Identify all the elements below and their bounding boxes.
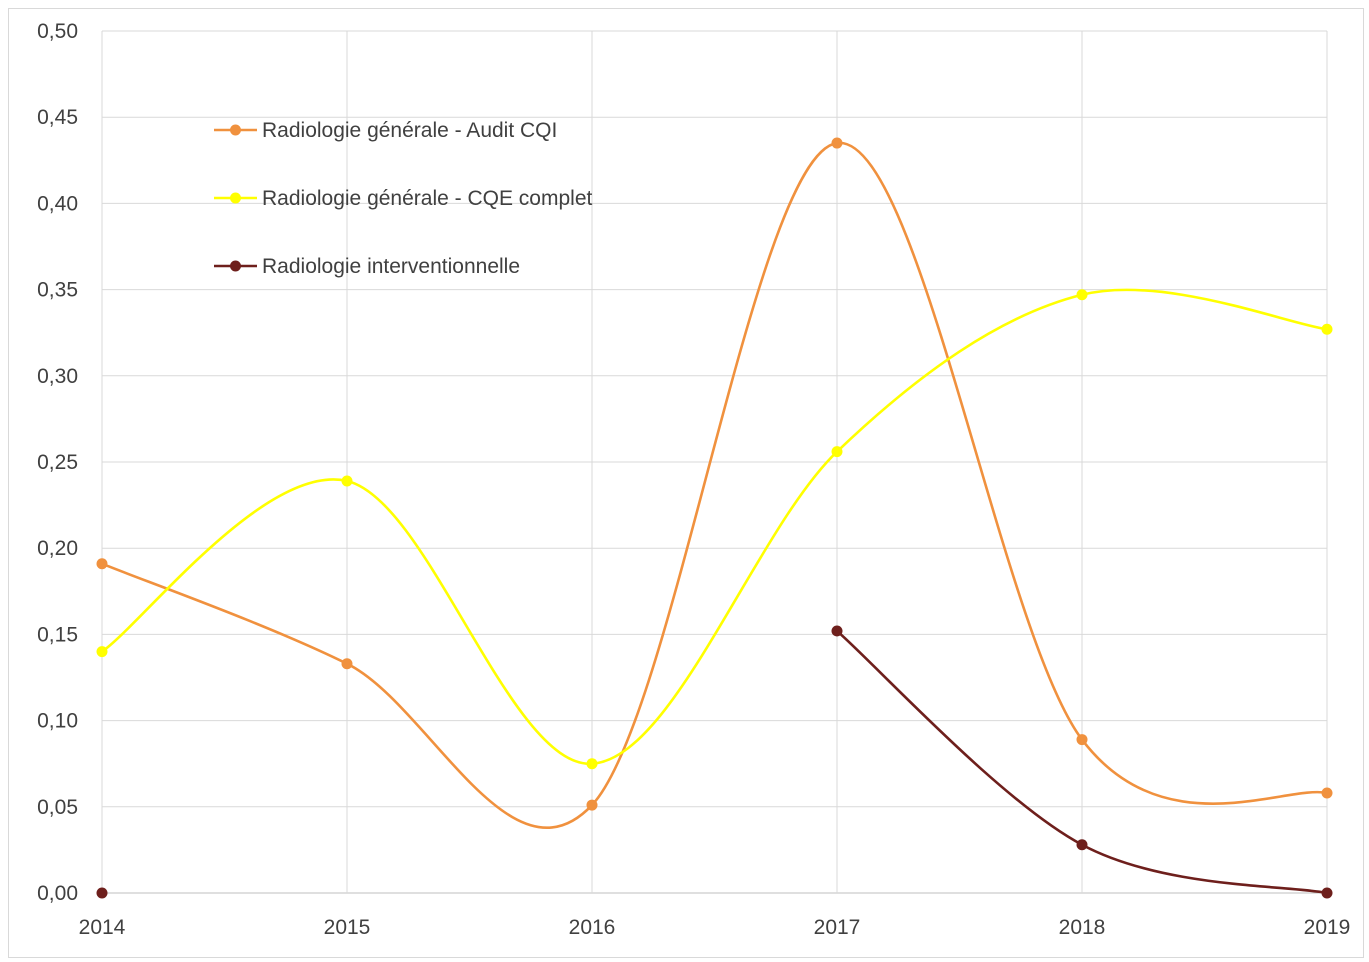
- legend: Radiologie générale - Audit CQI Radiologi…: [214, 119, 593, 278]
- data-point: [1076, 289, 1088, 301]
- x-tick-label: 2016: [569, 916, 616, 939]
- series-1: [96, 137, 1333, 829]
- y-tick-label: 0,30: [37, 365, 78, 388]
- data-point: [96, 558, 108, 570]
- data-point: [96, 887, 108, 899]
- y-tick-label: 0,45: [37, 106, 78, 129]
- x-tick-label: 2014: [79, 916, 126, 939]
- data-point: [831, 137, 843, 149]
- data-point: [1076, 734, 1088, 746]
- x-tick-label: 2019: [1304, 916, 1351, 939]
- y-tick-label: 0,15: [37, 623, 78, 646]
- legend-label: Radiologie générale - Audit CQI: [262, 119, 557, 142]
- y-tick-label: 0,05: [37, 796, 78, 819]
- data-point: [1321, 887, 1333, 899]
- data-point: [831, 625, 843, 637]
- series-2: [96, 288, 1333, 770]
- legend-item: Radiologie interventionnelle: [214, 255, 520, 278]
- legend-label: Radiologie générale - CQE complet: [262, 187, 593, 210]
- y-tick-label: 0,20: [37, 537, 78, 560]
- y-tick-label: 0,25: [37, 451, 78, 474]
- legend-item: Radiologie générale - Audit CQI: [214, 119, 557, 142]
- y-tick-label: 0,10: [37, 710, 78, 733]
- y-axis-ticks: 0,00 0,05 0,10 0,15 0,20 0,25 0,30 0,35 0,40 0,45…: [37, 20, 78, 905]
- grid: [101, 30, 1328, 894]
- x-tick-label: 2015: [324, 916, 371, 939]
- series-3: [96, 625, 1333, 899]
- series-line: [100, 141, 1329, 829]
- legend-swatch-marker: [230, 260, 241, 272]
- chart-frame: [8, 8, 1364, 958]
- data-point: [586, 758, 598, 770]
- data-point: [96, 646, 108, 658]
- data-point: [1076, 839, 1088, 851]
- legend-swatch-marker: [230, 124, 241, 136]
- data-point: [1321, 787, 1333, 799]
- x-axis-ticks: 2014 2015 2016 2017 2018 2019: [79, 916, 1351, 939]
- legend-item: Radiologie générale - CQE complet: [214, 187, 593, 210]
- data-point: [1321, 323, 1333, 335]
- series-line: [100, 288, 1329, 766]
- y-tick-label: 0,50: [37, 20, 78, 43]
- data-point: [831, 446, 843, 458]
- data-point: [341, 475, 353, 487]
- x-tick-label: 2018: [1059, 916, 1106, 939]
- legend-label: Radiologie interventionnelle: [262, 255, 520, 278]
- x-tick-label: 2017: [814, 916, 861, 939]
- data-point: [586, 799, 598, 811]
- y-tick-label: 0,40: [37, 192, 78, 215]
- y-tick-label: 0,00: [37, 882, 78, 905]
- data-point: [341, 658, 353, 670]
- legend-swatch-marker: [230, 192, 241, 204]
- y-tick-label: 0,35: [37, 279, 78, 302]
- series-layer: [96, 137, 1333, 899]
